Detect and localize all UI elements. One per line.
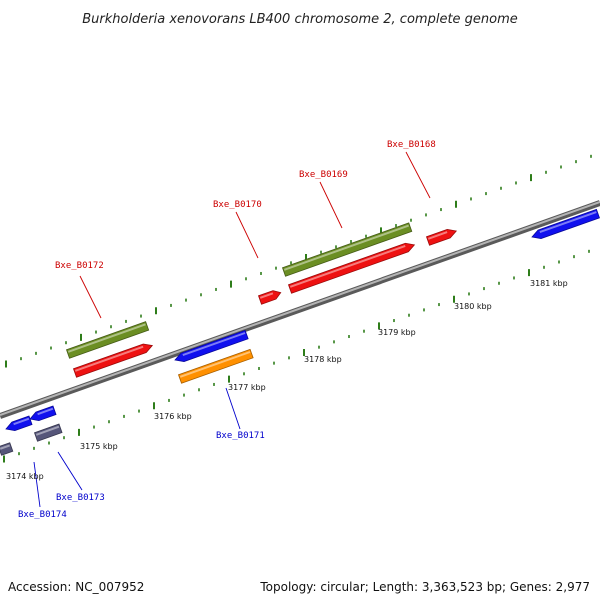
gene-green-b0172[interactable] [65, 321, 150, 359]
gene-blue-right[interactable] [531, 208, 600, 239]
kbp-label: 3176 kbp [154, 412, 192, 421]
kbp-scale-labels: 3174 kbp 3175 kbp 3176 kbp 3177 kbp 3178… [6, 279, 568, 481]
gene-blue-b0173[interactable] [29, 405, 57, 422]
gene-green-b0169[interactable] [281, 222, 413, 277]
gene-red-b0168[interactable] [425, 228, 458, 246]
gene-features [0, 208, 600, 456]
gene-blue-b0174[interactable] [5, 415, 33, 432]
kbp-label: 3174 kbp [6, 472, 44, 481]
callout-line [235, 211, 259, 259]
outer-tick-track [5, 154, 592, 368]
gene-orange-b0171[interactable] [177, 348, 254, 384]
gene-purple-2[interactable] [0, 442, 14, 456]
kbp-label: 3175 kbp [80, 442, 118, 451]
gene-red-b0169[interactable] [287, 242, 416, 294]
kbp-label: 3178 kbp [304, 355, 342, 364]
callout-line [79, 275, 102, 319]
kbp-label: 3177 kbp [228, 383, 266, 392]
gene-label-bxe-b0169[interactable]: Bxe_B0169 [299, 170, 348, 180]
map-title: Burkholderia xenovorans LB400 chromosome… [82, 12, 518, 27]
gene-label-bxe-b0168[interactable]: Bxe_B0168 [387, 140, 436, 150]
gene-blue-b0171[interactable] [174, 329, 249, 362]
chromosome-backbone [0, 200, 600, 419]
gene-label-bxe-b0173[interactable]: Bxe_B0173 [56, 493, 105, 503]
inner-tick-track [3, 249, 590, 463]
callout-lines [33, 151, 431, 508]
gene-purple-1[interactable] [33, 423, 63, 442]
kbp-label: 3180 kbp [454, 302, 492, 311]
gene-red-b0170[interactable] [257, 290, 282, 305]
callout-line [57, 451, 83, 491]
callout-line [33, 461, 41, 508]
gene-red-b0172[interactable] [72, 343, 154, 378]
callout-line [405, 151, 431, 199]
kbp-label: 3181 kbp [530, 279, 568, 288]
genome-summary-text: Topology: circular; Length: 3,363,523 bp… [260, 580, 590, 594]
gene-label-bxe-b0174[interactable]: Bxe_B0174 [18, 510, 67, 520]
callout-line [225, 387, 241, 430]
kbp-label: 3179 kbp [378, 328, 416, 337]
accession-text: Accession: NC_007952 [8, 580, 145, 594]
gene-label-bxe-b0172[interactable]: Bxe_B0172 [55, 261, 104, 271]
gene-labels: Bxe_B0168 Bxe_B0169 Bxe_B0170 Bxe_B0172 … [18, 140, 436, 520]
callout-line [319, 181, 343, 229]
gene-label-bxe-b0171[interactable]: Bxe_B0171 [216, 431, 265, 441]
gene-label-bxe-b0170[interactable]: Bxe_B0170 [213, 200, 262, 210]
